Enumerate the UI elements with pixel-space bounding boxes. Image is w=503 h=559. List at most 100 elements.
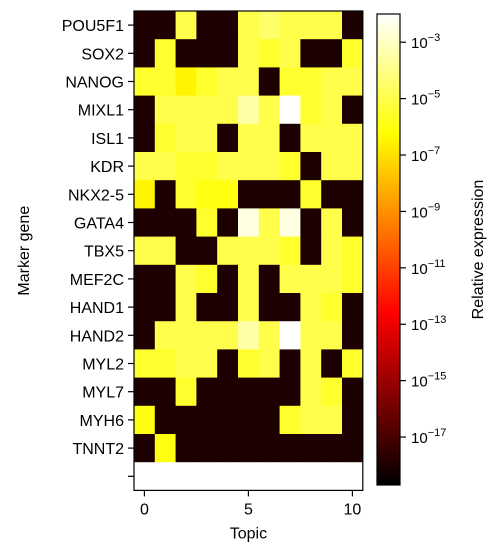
heatmap-cell	[321, 462, 343, 491]
heatmap-cell	[321, 264, 343, 294]
heatmap-cell	[134, 405, 156, 435]
heatmap-cell	[279, 236, 301, 266]
colorbar-tick-label: 10−17	[411, 427, 446, 447]
heatmap-cell	[258, 180, 280, 209]
heatmap-cell	[175, 264, 197, 294]
heatmap-cell	[175, 152, 197, 181]
heatmap-cell	[238, 208, 260, 237]
heatmap-cell	[196, 321, 218, 350]
heatmap-cell	[258, 208, 280, 237]
heatmap-cell	[300, 152, 322, 181]
heatmap-cell	[300, 377, 322, 407]
heatmap-cell	[300, 95, 322, 125]
heatmap-cell	[300, 405, 322, 435]
heatmap-cell	[258, 321, 280, 350]
heatmap-cell	[196, 462, 218, 491]
heatmap-cell	[238, 39, 260, 68]
heatmap-cell	[258, 39, 280, 68]
heatmap-cell	[175, 39, 197, 68]
heatmap-cell	[342, 123, 364, 153]
heatmap-cell	[134, 264, 156, 294]
y-tick-label: TBX5	[84, 244, 124, 261]
heatmap-cell	[279, 123, 301, 153]
heatmap-cell	[342, 405, 364, 435]
heatmap-cell	[258, 123, 280, 153]
heatmap-cell	[238, 264, 260, 294]
y-tick-label: GATA4	[74, 216, 124, 233]
heatmap-cell	[134, 293, 156, 322]
heatmap-cell	[154, 95, 176, 125]
y-tick-label: MIXL1	[78, 103, 124, 120]
heatmap-cell	[238, 405, 260, 435]
heatmap-cell	[238, 321, 260, 350]
y-tick-label: MYL2	[82, 357, 124, 374]
heatmap-cell	[134, 321, 156, 350]
heatmap-cell	[134, 208, 156, 237]
heatmap-cell	[342, 236, 364, 266]
heatmap-cell	[279, 180, 301, 209]
heatmap-cell	[134, 152, 156, 181]
heatmap-cell	[154, 321, 176, 350]
colorbar-tick-label: 10−7	[411, 145, 440, 165]
heatmap-cell	[258, 152, 280, 181]
heatmap-cell	[154, 67, 176, 96]
heatmap-cell	[175, 180, 197, 209]
heatmap-cell	[154, 405, 176, 435]
colorbar-tick-label: 10−3	[411, 32, 440, 52]
heatmap-cell	[342, 293, 364, 322]
heatmap-cell	[196, 123, 218, 153]
heatmap-cell	[217, 462, 239, 491]
y-tick-label: POU5F1	[62, 18, 124, 35]
y-tick-label: SOX2	[81, 46, 124, 63]
heatmap-cell	[154, 236, 176, 266]
heatmap-cell	[258, 349, 280, 378]
x-tick-label: 5	[244, 501, 253, 518]
heatmap-cell	[217, 349, 239, 378]
heatmap-cell	[154, 349, 176, 378]
heatmap-cell	[134, 377, 156, 407]
heatmap-cell	[134, 462, 156, 491]
heatmap-cell	[175, 349, 197, 378]
colorbar-tick-label: 10−13	[411, 314, 446, 334]
heatmap-cell	[300, 349, 322, 378]
heatmap-cell	[196, 236, 218, 266]
heatmap-cell	[321, 208, 343, 237]
heatmap-cell	[134, 67, 156, 96]
heatmap-cell	[321, 123, 343, 153]
heatmap-cell	[134, 236, 156, 266]
heatmap-cell	[342, 39, 364, 68]
heatmap-cell	[258, 377, 280, 407]
heatmap-cell	[342, 377, 364, 407]
heatmap-cell	[175, 67, 197, 96]
heatmap-cell	[321, 236, 343, 266]
heatmap-cell	[196, 11, 218, 40]
y-tick-label: NANOG	[65, 75, 124, 92]
heatmap-cell	[238, 462, 260, 491]
heatmap-cell	[134, 95, 156, 125]
heatmap-cell	[258, 95, 280, 125]
heatmap-cell	[175, 377, 197, 407]
heatmap-cell	[321, 321, 343, 350]
heatmap-cell	[238, 293, 260, 322]
heatmap-cell	[196, 349, 218, 378]
heatmap-cell	[279, 152, 301, 181]
heatmap-cell	[342, 434, 364, 463]
heatmap-cell	[154, 434, 176, 463]
colorbar-label: Relative expression	[470, 180, 487, 320]
heatmap-cell	[321, 349, 343, 378]
heatmap-cell	[300, 321, 322, 350]
heatmap-cell	[321, 95, 343, 125]
heatmap-cell	[258, 293, 280, 322]
heatmap-cell	[154, 180, 176, 209]
heatmap-cell	[134, 11, 156, 40]
heatmap-cell	[321, 11, 343, 40]
heatmap-cell	[154, 208, 176, 237]
heatmap-cell	[342, 95, 364, 125]
heatmap-cell	[300, 39, 322, 68]
colorbar-tick-label: 10−5	[411, 89, 440, 109]
heatmap-cell	[321, 434, 343, 463]
heatmap-cell	[300, 434, 322, 463]
y-axis-label: Marker gene	[16, 206, 33, 296]
x-axis-label: Topic	[230, 525, 267, 542]
heatmap-cell	[175, 95, 197, 125]
